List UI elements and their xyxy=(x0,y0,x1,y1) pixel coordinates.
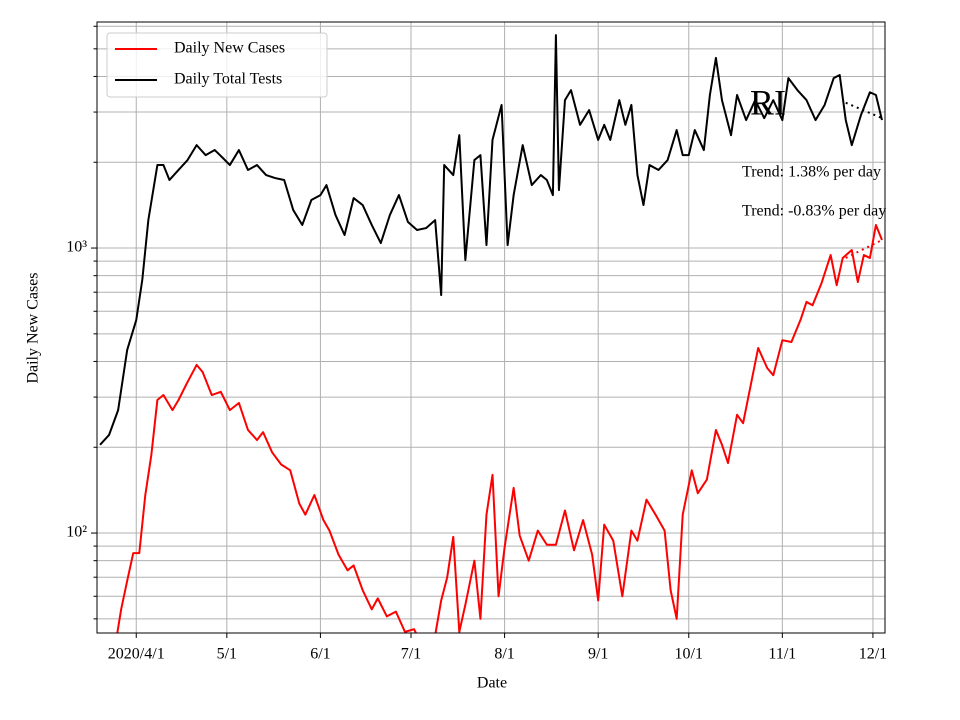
x-tick-label: 12/1 xyxy=(859,646,887,663)
legend-box xyxy=(106,32,328,98)
axes-frame xyxy=(96,21,886,634)
x-tick-label: 5/1 xyxy=(217,646,237,663)
series-line xyxy=(99,34,883,446)
trend-line xyxy=(845,239,883,259)
x-tick-label: 6/1 xyxy=(310,646,330,663)
y-tick-label: 10² xyxy=(66,524,87,541)
plot-area xyxy=(99,34,883,633)
x-tick-label: 8/1 xyxy=(494,646,514,663)
y-axis-label: Daily New Cases xyxy=(25,272,42,383)
x-tick-label: 7/1 xyxy=(401,646,421,663)
legend-label: Daily Total Tests xyxy=(174,71,282,88)
trend-annotation: Trend: 1.38% per day xyxy=(742,164,881,181)
x-axis-label: Date xyxy=(477,675,507,692)
legend-label: Daily New Cases xyxy=(174,40,285,57)
state-annotation: RI xyxy=(750,82,786,122)
x-tick-label: 10/1 xyxy=(675,646,703,663)
trend-line xyxy=(845,101,883,120)
legend: Daily New Cases Daily Total Tests xyxy=(106,32,328,98)
x-tick-label: 9/1 xyxy=(588,646,608,663)
trend-annotation: Trend: -0.83% per day xyxy=(742,203,886,220)
x-tick-label: 2020/4/1 xyxy=(108,646,165,663)
grid xyxy=(97,22,885,633)
y-tick-label: 10³ xyxy=(66,239,87,256)
x-tick-label: 11/1 xyxy=(768,646,796,663)
series-line xyxy=(116,223,883,633)
